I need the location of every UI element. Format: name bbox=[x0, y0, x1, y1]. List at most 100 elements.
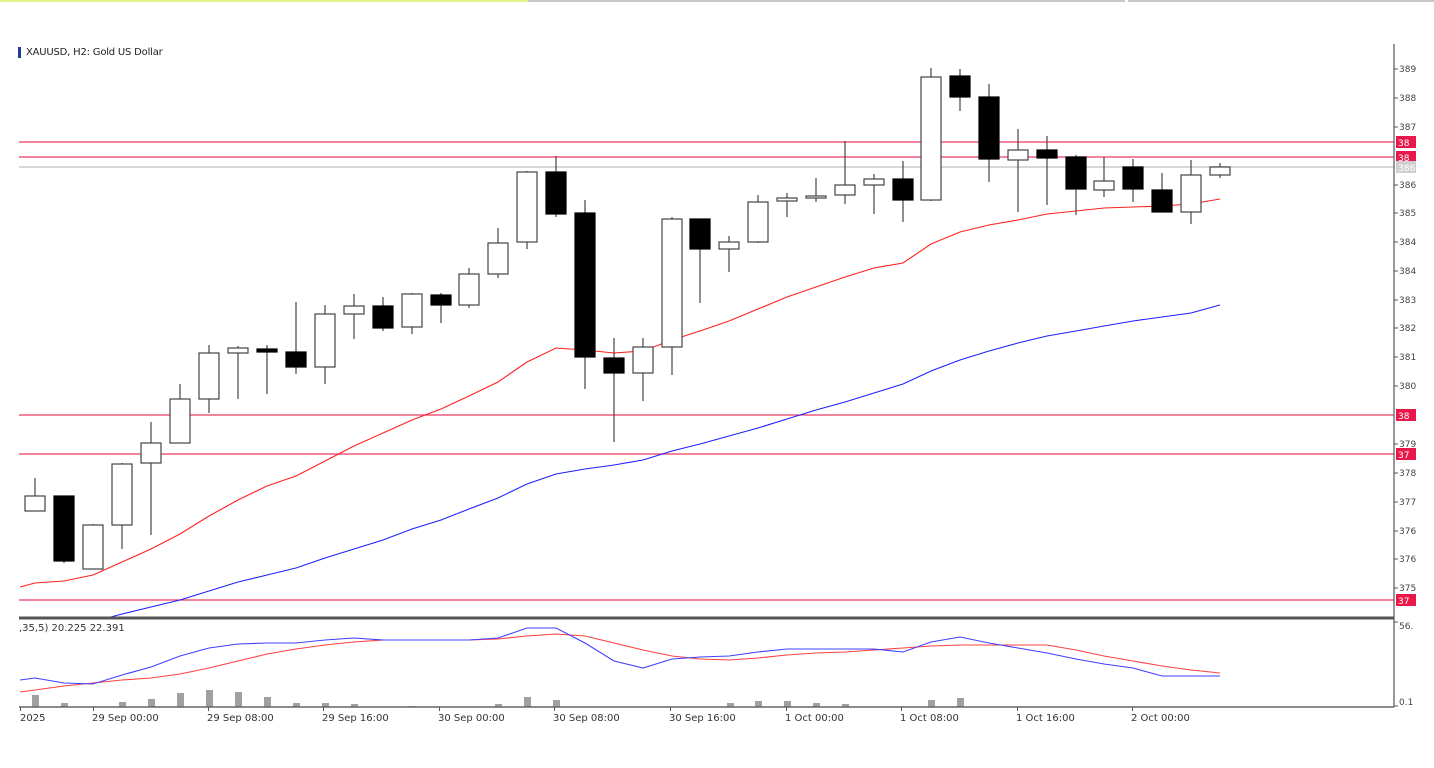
bullish-candle[interactable] bbox=[718, 241, 740, 250]
time-tick-label: 1 Oct 16:00 bbox=[1016, 713, 1075, 724]
time-tick-label: 30 Sep 16:00 bbox=[669, 713, 736, 724]
price-level-badge-label: 38 bbox=[1398, 412, 1410, 422]
time-tick-label: 30 Sep 08:00 bbox=[553, 713, 620, 724]
price-level-badge-label: 38 bbox=[1398, 154, 1410, 164]
bearish-candle[interactable] bbox=[892, 178, 914, 201]
bullish-candle[interactable] bbox=[747, 201, 769, 243]
volume-bar bbox=[351, 704, 358, 707]
price-level-badge-label: 37 bbox=[1398, 451, 1409, 461]
bullish-candle[interactable] bbox=[314, 313, 336, 368]
volume-bar bbox=[524, 697, 531, 707]
volume-bar bbox=[177, 693, 184, 707]
price-level-badge bbox=[1396, 151, 1416, 163]
chart-title-text: XAUUSD, H2: Gold US Dollar bbox=[26, 47, 163, 58]
stochastic-d-line bbox=[19, 633, 1221, 693]
bearish-candle[interactable] bbox=[1151, 189, 1173, 213]
bullish-candle[interactable] bbox=[487, 242, 509, 275]
volume-bar bbox=[957, 698, 964, 707]
volume-bar bbox=[293, 703, 300, 707]
bearish-candle[interactable] bbox=[372, 305, 394, 329]
price-tick-label: 386 bbox=[1399, 181, 1416, 191]
bullish-candle[interactable] bbox=[863, 178, 885, 186]
bearish-candle[interactable] bbox=[430, 294, 452, 306]
bullish-candle[interactable] bbox=[24, 495, 46, 512]
bearish-candle[interactable] bbox=[545, 171, 567, 215]
bullish-candle[interactable] bbox=[140, 442, 162, 464]
bullish-candle[interactable] bbox=[516, 171, 538, 243]
bearish-candle[interactable] bbox=[978, 96, 1000, 160]
symbol-color-marker-icon bbox=[18, 47, 21, 58]
bullish-candle[interactable] bbox=[198, 352, 220, 400]
volume-bar bbox=[813, 703, 820, 707]
volume-bar bbox=[842, 704, 849, 707]
price-tick-label: 383 bbox=[1399, 296, 1416, 306]
bearish-candle[interactable] bbox=[1122, 166, 1144, 190]
bearish-candle[interactable] bbox=[53, 495, 75, 562]
indicator-values-label: ,35,5) 20.225 22.391 bbox=[19, 623, 125, 634]
bullish-candle[interactable] bbox=[82, 524, 104, 570]
price-level-badge bbox=[1396, 161, 1416, 173]
bullish-candle[interactable] bbox=[169, 398, 191, 444]
bearish-candle[interactable] bbox=[1065, 156, 1087, 190]
bearish-candle[interactable] bbox=[574, 212, 596, 358]
volume-bar bbox=[784, 701, 791, 707]
bearish-candle[interactable] bbox=[949, 75, 971, 98]
bullish-candle[interactable] bbox=[1180, 174, 1202, 213]
price-level-badge bbox=[1396, 448, 1416, 460]
price-tick-label: 376 bbox=[1399, 527, 1416, 537]
bullish-candle[interactable] bbox=[1209, 166, 1231, 176]
bullish-candle[interactable] bbox=[227, 347, 249, 354]
price-tick-label: 385 bbox=[1399, 209, 1416, 219]
tab-separator bbox=[1125, 0, 1128, 2]
stochastic-k-line bbox=[19, 627, 1220, 685]
price-level-badge-label: 38 bbox=[1398, 139, 1410, 149]
bearish-candle[interactable] bbox=[689, 218, 711, 250]
price-level-badge bbox=[1396, 594, 1416, 606]
price-tick-label: 388 bbox=[1399, 94, 1416, 104]
time-tick-label: 2 Oct 00:00 bbox=[1131, 713, 1190, 724]
bullish-candle[interactable] bbox=[920, 76, 942, 201]
time-tick-label: 30 Sep 00:00 bbox=[438, 713, 505, 724]
bullish-candle[interactable] bbox=[805, 195, 827, 199]
bearish-candle[interactable] bbox=[256, 348, 278, 353]
price-tick-label: 384 bbox=[1399, 238, 1416, 248]
price-tick-label: 389 bbox=[1399, 65, 1416, 75]
bullish-candle[interactable] bbox=[111, 463, 133, 526]
volume-bar bbox=[235, 692, 242, 707]
bullish-candle[interactable] bbox=[834, 184, 856, 196]
time-tick-label: 1 Oct 00:00 bbox=[785, 713, 844, 724]
price-level-badge-label: 37 bbox=[1398, 597, 1409, 607]
bearish-candle[interactable] bbox=[603, 357, 625, 374]
volume-bar bbox=[32, 695, 39, 707]
volume-bar bbox=[148, 699, 155, 707]
volume-bar bbox=[61, 703, 68, 707]
price-level-badge-label: 386 bbox=[1398, 164, 1415, 174]
volume-bar bbox=[928, 700, 935, 707]
time-tick-label: 1 Oct 08:00 bbox=[900, 713, 959, 724]
bearish-candle[interactable] bbox=[285, 351, 307, 368]
chart-title: XAUUSD, H2: Gold US Dollar bbox=[18, 47, 163, 58]
bullish-candle[interactable] bbox=[1007, 149, 1029, 161]
moving-average-slow-line bbox=[106, 304, 1221, 619]
price-tick-label: 377 bbox=[1399, 498, 1416, 508]
bearish-candle[interactable] bbox=[1036, 149, 1058, 159]
price-tick-label: 382 bbox=[1399, 324, 1416, 334]
price-tick-label: 380 bbox=[1399, 382, 1416, 392]
time-tick-label: 29 Sep 08:00 bbox=[207, 713, 274, 724]
bullish-candle[interactable] bbox=[632, 346, 654, 374]
bullish-candle[interactable] bbox=[401, 293, 423, 328]
bullish-candle[interactable] bbox=[458, 273, 480, 306]
time-tick-label: 29 Sep 16:00 bbox=[322, 713, 389, 724]
active-tab-indicator bbox=[0, 0, 528, 2]
price-tick-label: 378 bbox=[1399, 469, 1416, 479]
price-tick-label: 381 bbox=[1399, 353, 1416, 363]
price-tick-label: 376 bbox=[1399, 555, 1416, 565]
bullish-candle[interactable] bbox=[1093, 180, 1115, 191]
bullish-candle[interactable] bbox=[776, 197, 798, 202]
bullish-candle[interactable] bbox=[343, 305, 365, 315]
price-level-badge bbox=[1396, 136, 1416, 148]
bullish-candle[interactable] bbox=[661, 218, 683, 348]
price-tick-label: 375 bbox=[1399, 584, 1416, 594]
indicator-scale-bottom: 0.1 bbox=[1399, 698, 1413, 708]
